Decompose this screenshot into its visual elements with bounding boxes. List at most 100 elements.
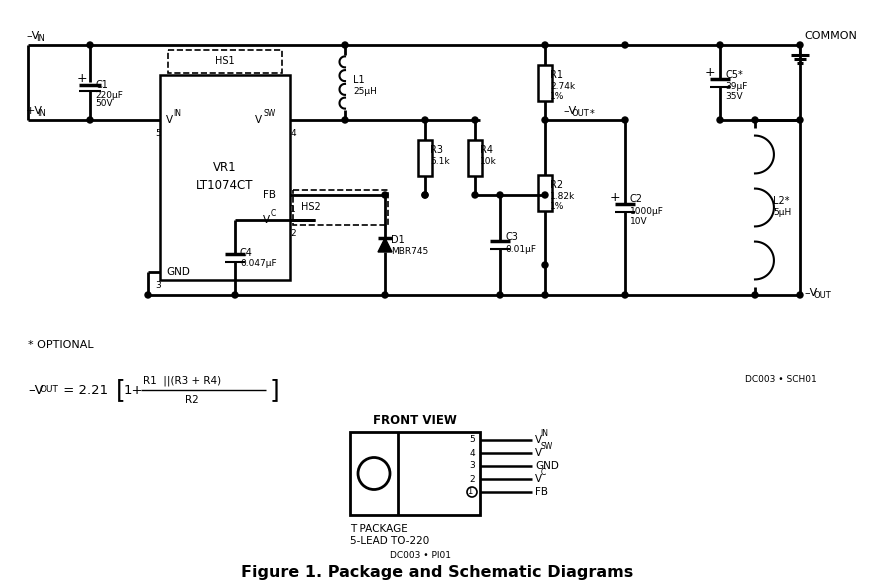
Text: ]: ]: [270, 378, 280, 402]
Circle shape: [382, 292, 388, 298]
Bar: [168, 50, 282, 73]
Circle shape: [472, 117, 478, 123]
Text: D1: D1: [391, 235, 405, 245]
Text: +: +: [77, 71, 88, 84]
Bar: [293, 190, 388, 225]
Text: L2*: L2*: [773, 197, 789, 207]
Text: 25μH: 25μH: [353, 87, 377, 95]
Text: 4: 4: [469, 449, 475, 457]
Bar: [468, 139, 482, 176]
Text: FRONT VIEW: FRONT VIEW: [373, 414, 457, 426]
Text: OUT: OUT: [40, 385, 59, 394]
Circle shape: [717, 117, 723, 123]
Text: 35V: 35V: [725, 92, 743, 101]
Text: R3: R3: [430, 145, 443, 155]
Circle shape: [472, 192, 478, 198]
Text: 1: 1: [290, 205, 296, 214]
Text: V: V: [166, 115, 173, 125]
Text: = 2.21: = 2.21: [59, 384, 112, 397]
Text: C4: C4: [240, 247, 253, 257]
Text: COMMON: COMMON: [804, 31, 857, 41]
Circle shape: [542, 262, 548, 268]
Text: R1  ||(R3 + R4): R1 ||(R3 + R4): [143, 376, 221, 386]
Text: HS1: HS1: [215, 57, 235, 67]
Text: –V: –V: [26, 31, 39, 41]
Text: SW: SW: [541, 442, 553, 451]
Text: R4: R4: [480, 145, 493, 155]
Text: C: C: [541, 468, 546, 477]
Text: 2: 2: [469, 474, 475, 483]
Text: C5*: C5*: [725, 70, 743, 80]
Text: 0.047μF: 0.047μF: [240, 259, 276, 268]
Text: *: *: [590, 109, 595, 119]
Circle shape: [797, 42, 803, 48]
Circle shape: [542, 117, 548, 123]
Text: 1%: 1%: [550, 92, 564, 101]
Text: 4: 4: [290, 129, 296, 139]
Text: MBR745: MBR745: [391, 246, 428, 256]
Text: 5-LEAD TO-220: 5-LEAD TO-220: [350, 536, 430, 546]
Circle shape: [145, 292, 151, 298]
Text: V: V: [263, 215, 270, 225]
Text: C1: C1: [95, 80, 108, 90]
Text: 220μF: 220μF: [95, 91, 123, 99]
Bar: [538, 174, 552, 211]
Text: +: +: [705, 66, 716, 79]
Text: GND: GND: [535, 461, 559, 471]
Text: OUT: OUT: [813, 291, 830, 300]
Text: C3: C3: [505, 232, 518, 242]
Circle shape: [542, 292, 548, 298]
Circle shape: [342, 42, 348, 48]
Circle shape: [542, 192, 548, 198]
Text: V: V: [255, 115, 262, 125]
Circle shape: [382, 192, 388, 198]
Circle shape: [717, 42, 723, 48]
Text: 5: 5: [469, 435, 475, 445]
Circle shape: [622, 292, 628, 298]
Text: R1: R1: [550, 70, 563, 80]
Text: 3: 3: [155, 281, 161, 291]
Text: VR1: VR1: [214, 161, 237, 174]
Text: 2: 2: [290, 229, 296, 239]
Text: HS2: HS2: [301, 202, 321, 212]
Text: –V: –V: [563, 106, 577, 116]
Text: 10V: 10V: [630, 217, 648, 226]
Text: 1: 1: [467, 487, 472, 497]
Text: 2.74k: 2.74k: [550, 82, 575, 91]
Polygon shape: [378, 238, 392, 252]
Circle shape: [422, 192, 428, 198]
Text: R2: R2: [550, 180, 564, 190]
Text: C2: C2: [630, 194, 643, 205]
Text: C: C: [271, 209, 276, 218]
Text: 3: 3: [469, 462, 475, 470]
Text: IN: IN: [173, 109, 181, 118]
Text: [: [: [116, 378, 126, 402]
Circle shape: [422, 192, 428, 198]
Text: 5: 5: [155, 129, 161, 139]
Text: V: V: [535, 448, 542, 458]
Circle shape: [87, 42, 93, 48]
Circle shape: [542, 42, 548, 48]
Text: OUT: OUT: [572, 109, 590, 118]
Text: –V: –V: [804, 288, 817, 298]
Text: SW: SW: [263, 109, 276, 118]
Circle shape: [752, 117, 758, 123]
Text: 1%: 1%: [550, 202, 564, 211]
Text: * OPTIONAL: * OPTIONAL: [28, 340, 94, 350]
Circle shape: [87, 117, 93, 123]
Text: +V: +V: [26, 106, 43, 116]
Circle shape: [497, 292, 503, 298]
Text: R2: R2: [185, 395, 199, 405]
Circle shape: [232, 292, 238, 298]
Text: FB: FB: [263, 190, 276, 200]
Circle shape: [797, 117, 803, 123]
Text: –V: –V: [28, 384, 44, 397]
Circle shape: [342, 117, 348, 123]
Circle shape: [622, 117, 628, 123]
Text: V: V: [535, 435, 542, 445]
Text: 1.82k: 1.82k: [550, 192, 575, 201]
Text: Figure 1. Package and Schematic Diagrams: Figure 1. Package and Schematic Diagrams: [242, 565, 634, 580]
Bar: [418, 139, 432, 176]
Circle shape: [752, 292, 758, 298]
Circle shape: [422, 117, 428, 123]
